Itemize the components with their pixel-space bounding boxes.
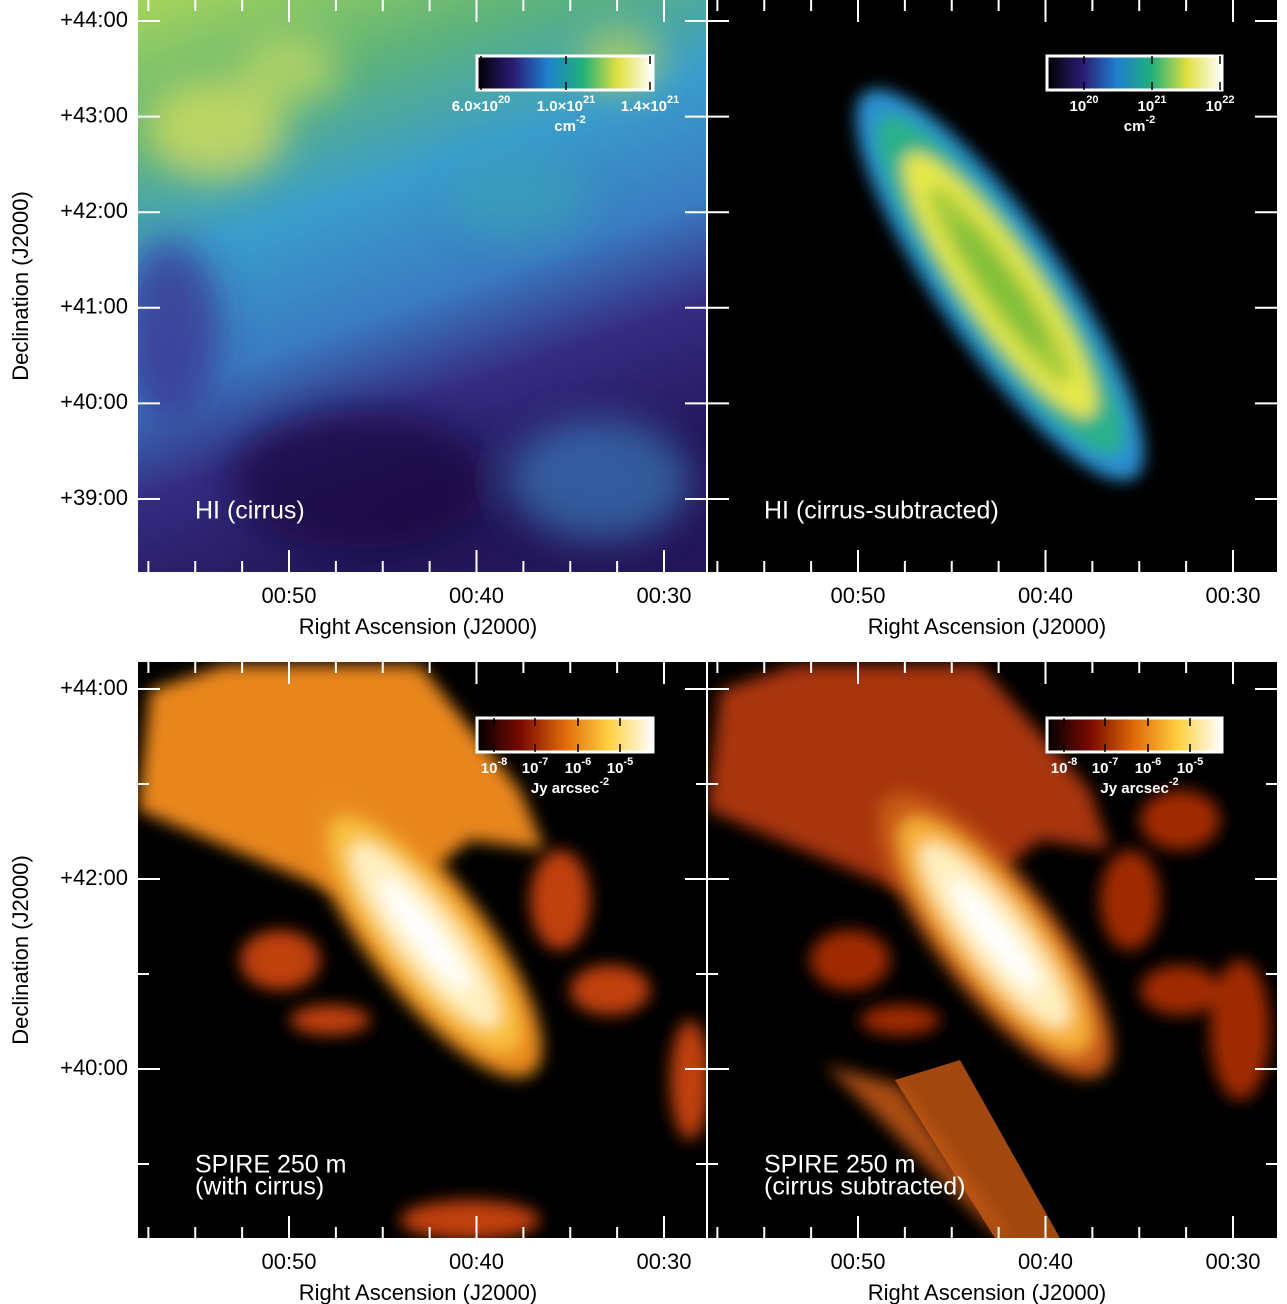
label-base: cm — [1124, 118, 1146, 135]
label-base: 10 — [607, 760, 624, 777]
y-tick-label: +39:00 — [60, 485, 128, 510]
x-axis-title: Right Ascension (J2000) — [868, 1280, 1106, 1304]
x-tick-label: 00:50 — [830, 583, 885, 608]
label-exponent: -2 — [599, 776, 609, 788]
x-tick-label: 00:40 — [1018, 583, 1073, 608]
label-base: 10 — [481, 760, 498, 777]
colorbar-unit: cm-2 — [554, 114, 585, 135]
x-tick-label: 00:30 — [1205, 1249, 1260, 1274]
colorbar-label: 1020 — [1070, 94, 1099, 115]
colorbar-label: 10-6 — [565, 756, 591, 777]
label-exponent: 20 — [498, 94, 510, 106]
panel-label: (cirrus subtracted) — [764, 1173, 965, 1201]
label-base: 10 — [1070, 98, 1087, 115]
label-exponent: -2 — [1145, 114, 1155, 126]
y-tick-label: +42:00 — [60, 865, 128, 890]
label-base: Jy arcsec — [1100, 780, 1168, 797]
label-base: 10 — [1092, 760, 1109, 777]
x-tick-label: 00:40 — [449, 1249, 504, 1274]
label-base: 10 — [1177, 760, 1194, 777]
y-tick-label: +44:00 — [60, 7, 128, 32]
colorbar-label: 1022 — [1206, 94, 1235, 115]
label-exponent: 21 — [583, 94, 595, 106]
label-exponent: -6 — [581, 756, 591, 768]
x-axis-title: Right Ascension (J2000) — [299, 1280, 537, 1304]
y-tick-label: +40:00 — [60, 1055, 128, 1080]
panel-label: HI (cirrus-subtracted) — [764, 497, 999, 525]
colorbar-unit: cm-2 — [1124, 114, 1155, 135]
label-base: Jy arcsec — [531, 780, 599, 797]
spire-subtracted-map — [707, 662, 1277, 1238]
label-base: 6.0×10 — [452, 98, 498, 115]
colorbar-unit: Jy arcsec-2 — [1100, 776, 1178, 797]
y-axis-title: Declination (J2000) — [8, 191, 33, 381]
y-tick-label: +44:00 — [60, 675, 128, 700]
label-exponent: 21 — [1154, 94, 1166, 106]
y-axis-title: Declination (J2000) — [8, 855, 33, 1045]
colorbar-unit: Jy arcsec-2 — [531, 776, 609, 797]
y-tick-label: +42:00 — [60, 198, 128, 223]
label-base: cm — [554, 118, 576, 135]
label-exponent: -5 — [1193, 756, 1203, 768]
label-base: 1.0×10 — [537, 98, 583, 115]
label-exponent: -7 — [1108, 756, 1118, 768]
y-tick-label: +40:00 — [60, 389, 128, 414]
spire-with-cirrus-map — [138, 662, 707, 1238]
x-tick-label: 00:50 — [261, 1249, 316, 1274]
colorbar-label: 1.4×1021 — [621, 94, 680, 115]
colorbar-label: 10-6 — [1135, 756, 1161, 777]
panel-label: HI (cirrus) — [195, 497, 305, 525]
x-tick-label: 00:40 — [449, 583, 504, 608]
panel-label: SPIRE 250 m — [764, 1151, 915, 1179]
label-base: 10 — [1051, 760, 1068, 777]
x-tick-label: 00:50 — [830, 1249, 885, 1274]
x-tick-label: 00:40 — [1018, 1249, 1073, 1274]
panel-label: SPIRE 250 m — [195, 1151, 346, 1179]
y-tick-label: +41:00 — [60, 294, 128, 319]
label-exponent: -2 — [1169, 776, 1179, 788]
label-base: 10 — [522, 760, 539, 777]
label-base: 10 — [565, 760, 582, 777]
colorbar — [1045, 716, 1224, 754]
colorbar — [475, 716, 655, 754]
colorbar-label: 10-5 — [1177, 756, 1203, 777]
panel-label: (with cirrus) — [195, 1173, 324, 1201]
label-exponent: -5 — [623, 756, 633, 768]
hi-subtracted-map — [707, 0, 1277, 572]
label-exponent: 21 — [667, 94, 679, 106]
colorbar-label: 10-7 — [522, 756, 548, 777]
colorbar-label: 10-8 — [481, 756, 507, 777]
colorbar-label: 1021 — [1138, 94, 1167, 115]
x-axis-title: Right Ascension (J2000) — [299, 614, 537, 639]
y-tick-label: +43:00 — [60, 102, 128, 127]
colorbar-label: 1.0×1021 — [537, 94, 596, 115]
colorbar — [1045, 54, 1224, 92]
label-exponent: -8 — [1067, 756, 1077, 768]
label-exponent: 22 — [1222, 94, 1234, 106]
colorbar-label: 10-8 — [1051, 756, 1077, 777]
label-base: 10 — [1206, 98, 1223, 115]
colorbar — [475, 54, 655, 92]
label-base: 1.4×10 — [621, 98, 667, 115]
label-exponent: -7 — [538, 756, 548, 768]
colorbar-label: 10-7 — [1092, 756, 1118, 777]
x-tick-label: 00:30 — [636, 583, 691, 608]
colorbar-label: 10-5 — [607, 756, 633, 777]
label-base: 10 — [1138, 98, 1155, 115]
hi-cirrus-map — [138, 0, 707, 572]
x-tick-label: 00:30 — [1205, 583, 1260, 608]
colorbar-label: 6.0×1020 — [452, 94, 511, 115]
label-exponent: -6 — [1151, 756, 1161, 768]
label-base: 10 — [1135, 760, 1152, 777]
label-exponent: -8 — [497, 756, 507, 768]
label-exponent: 20 — [1086, 94, 1098, 106]
label-exponent: -2 — [576, 114, 586, 126]
x-tick-label: 00:50 — [261, 583, 316, 608]
x-axis-title: Right Ascension (J2000) — [868, 614, 1106, 639]
x-tick-label: 00:30 — [636, 1249, 691, 1274]
